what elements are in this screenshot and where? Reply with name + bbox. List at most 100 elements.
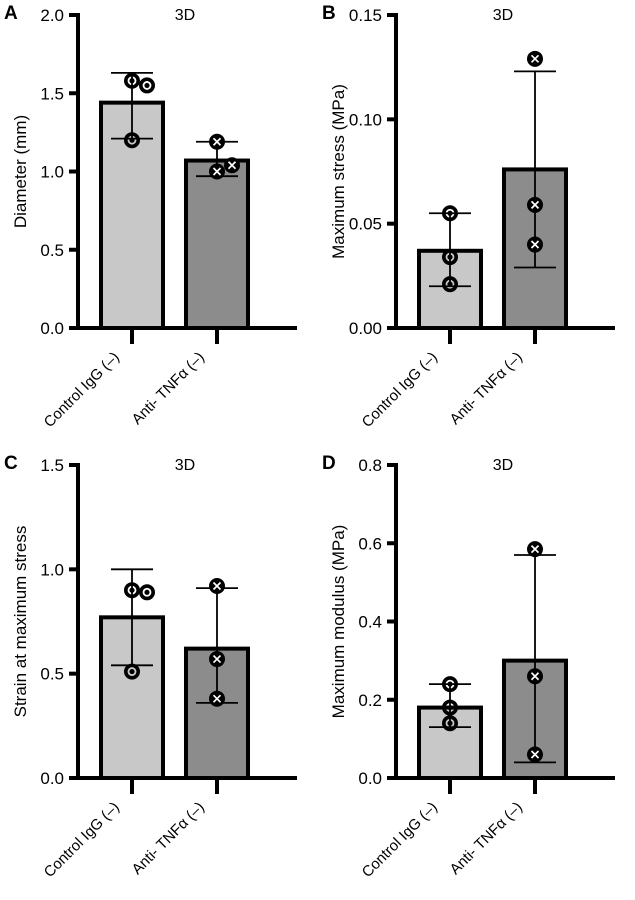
x-axis-category-label: Anti- TNFα (–) [447,349,526,428]
plot-title: 3D [493,7,513,24]
data-point-treatment [527,196,544,213]
y-tick-label: 1.0 [40,163,64,182]
y-tick-label: 0.2 [358,691,382,710]
ring-dot-icon [442,699,459,716]
ring-cross-icon [527,668,544,685]
ring-dot-icon [442,249,459,266]
y-tick-label: 0.05 [349,215,382,234]
x-axis-category-label: Anti- TNFα (–) [447,799,526,878]
y-tick-label: 0.5 [40,241,64,260]
data-point-control [124,582,141,599]
x-axis-category-label: Anti- TNFα (–) [129,349,208,428]
ring-dot-icon [124,132,141,149]
x-axis-category-label: Control IgG (–) [359,349,441,431]
bar [184,158,250,330]
ring-cross-icon [527,196,544,213]
panel-c: C 3D 0.0 0.5 1.0 1.5 Strain at maximum stress… [0,450,317,900]
panel-letter-d: D [322,453,336,474]
ring-dot-core [447,254,453,260]
ring-cross-glyph [212,581,222,591]
panel-a: A 3D 0.0 0.5 1.0 1.5 2.0 Diameter (mm) Control … [0,0,317,450]
data-point-control [139,77,156,94]
ring-dot-icon [124,582,141,599]
panel-b-plot: 3D 0.00 0.05 0.10 0.15 Maximum stress (MPa) Co… [329,6,615,431]
panel-d-plot: 3D 0.0 0.2 0.4 0.6 0.8 Maximum modulus (MPa) Co… [329,456,615,881]
panel-letter-c: C [4,453,18,474]
ring-cross-icon [224,157,241,174]
ring-dot-core [447,704,453,711]
x-axis-category-label: Anti- TNFα (–) [129,799,208,878]
ring-cross-glyph [530,750,540,759]
data-point-treatment [527,236,544,253]
y-tick-label: 1.5 [40,84,64,103]
ring-cross-icon [527,236,544,253]
data-point-control [442,699,459,716]
data-point-treatment [209,578,226,595]
ring-dot-icon [442,276,459,293]
panel-a-plot: 3D 0.0 0.5 1.0 1.5 2.0 Diameter (mm) Control Ig… [11,6,297,431]
y-tick-label: 0.10 [349,110,382,129]
ring-cross-icon [209,163,226,180]
y-tick-label: 0.4 [358,613,382,632]
y-tick-label: 0.6 [358,534,382,553]
y-tick-label: 0.0 [358,769,382,788]
data-point-treatment [209,651,226,668]
data-point-control [139,584,156,601]
y-axis-title: Strain at maximum stress [11,526,30,718]
ring-cross-icon [209,578,226,595]
plot-title: 3D [175,7,195,24]
y-tick-label: 0.0 [40,769,64,788]
panel-letter-a: A [4,3,18,24]
panel-c-plot: 3D 0.0 0.5 1.0 1.5 Strain at maximum stress Co… [11,456,297,881]
data-point-control [442,715,459,732]
data-point-treatment [527,746,544,763]
data-point-treatment [209,163,226,180]
panel-d: D 3D 0.0 0.2 0.4 0.6 0.8 Maximum modulus (MPa)… [318,450,635,900]
ring-cross-glyph [530,545,540,554]
data-point-treatment [209,690,226,707]
data-point-control [442,276,459,293]
ring-cross-icon [209,133,226,150]
ring-cross-glyph [212,654,222,664]
ring-cross-glyph [212,137,222,146]
ring-cross-glyph [530,240,540,249]
ring-dot-core [447,681,453,687]
y-axis-title: Diameter (mm) [11,115,30,228]
ring-dot-icon [124,663,141,680]
ring-dot-icon [442,205,459,222]
ring-dot-core [447,720,453,726]
ring-dot-core [129,78,135,84]
ring-dot-core [129,587,135,593]
ring-cross-icon [209,690,226,707]
y-axis-title: Maximum stress (MPa) [329,84,348,259]
data-point-control [442,249,459,266]
y-tick-label: 0.8 [358,456,382,475]
panel-letter-b: B [322,3,336,24]
ring-dot-icon [124,72,141,89]
data-point-control [124,72,141,89]
data-point-control [124,663,141,680]
ring-cross-glyph [212,694,222,703]
x-axis-category-label: Control IgG (–) [41,349,123,431]
ring-dot-icon [139,584,156,601]
ring-cross-icon [527,541,544,558]
data-point-control [124,132,141,149]
ring-cross-glyph [530,54,540,63]
ring-dot-core [129,137,135,143]
y-tick-label: 1.0 [40,560,64,579]
panel-b: B 3D 0.00 0.05 0.10 0.15 Maximum stress (MPa)… [318,0,635,450]
y-tick-label: 0.0 [40,319,64,338]
ring-cross-glyph [530,200,540,209]
x-axis-category-label: Control IgG (–) [41,799,123,881]
ring-cross-glyph [227,161,237,170]
data-point-treatment [527,541,544,558]
ring-cross-icon [209,651,226,668]
y-axis-title: Maximum modulus (MPa) [329,525,348,719]
y-tick-label: 0.5 [40,665,64,684]
data-point-treatment [224,157,241,174]
x-axis-category-label: Control IgG (–) [359,799,441,881]
data-point-control [442,205,459,222]
data-point-treatment [527,50,544,67]
ring-cross-icon [527,50,544,67]
